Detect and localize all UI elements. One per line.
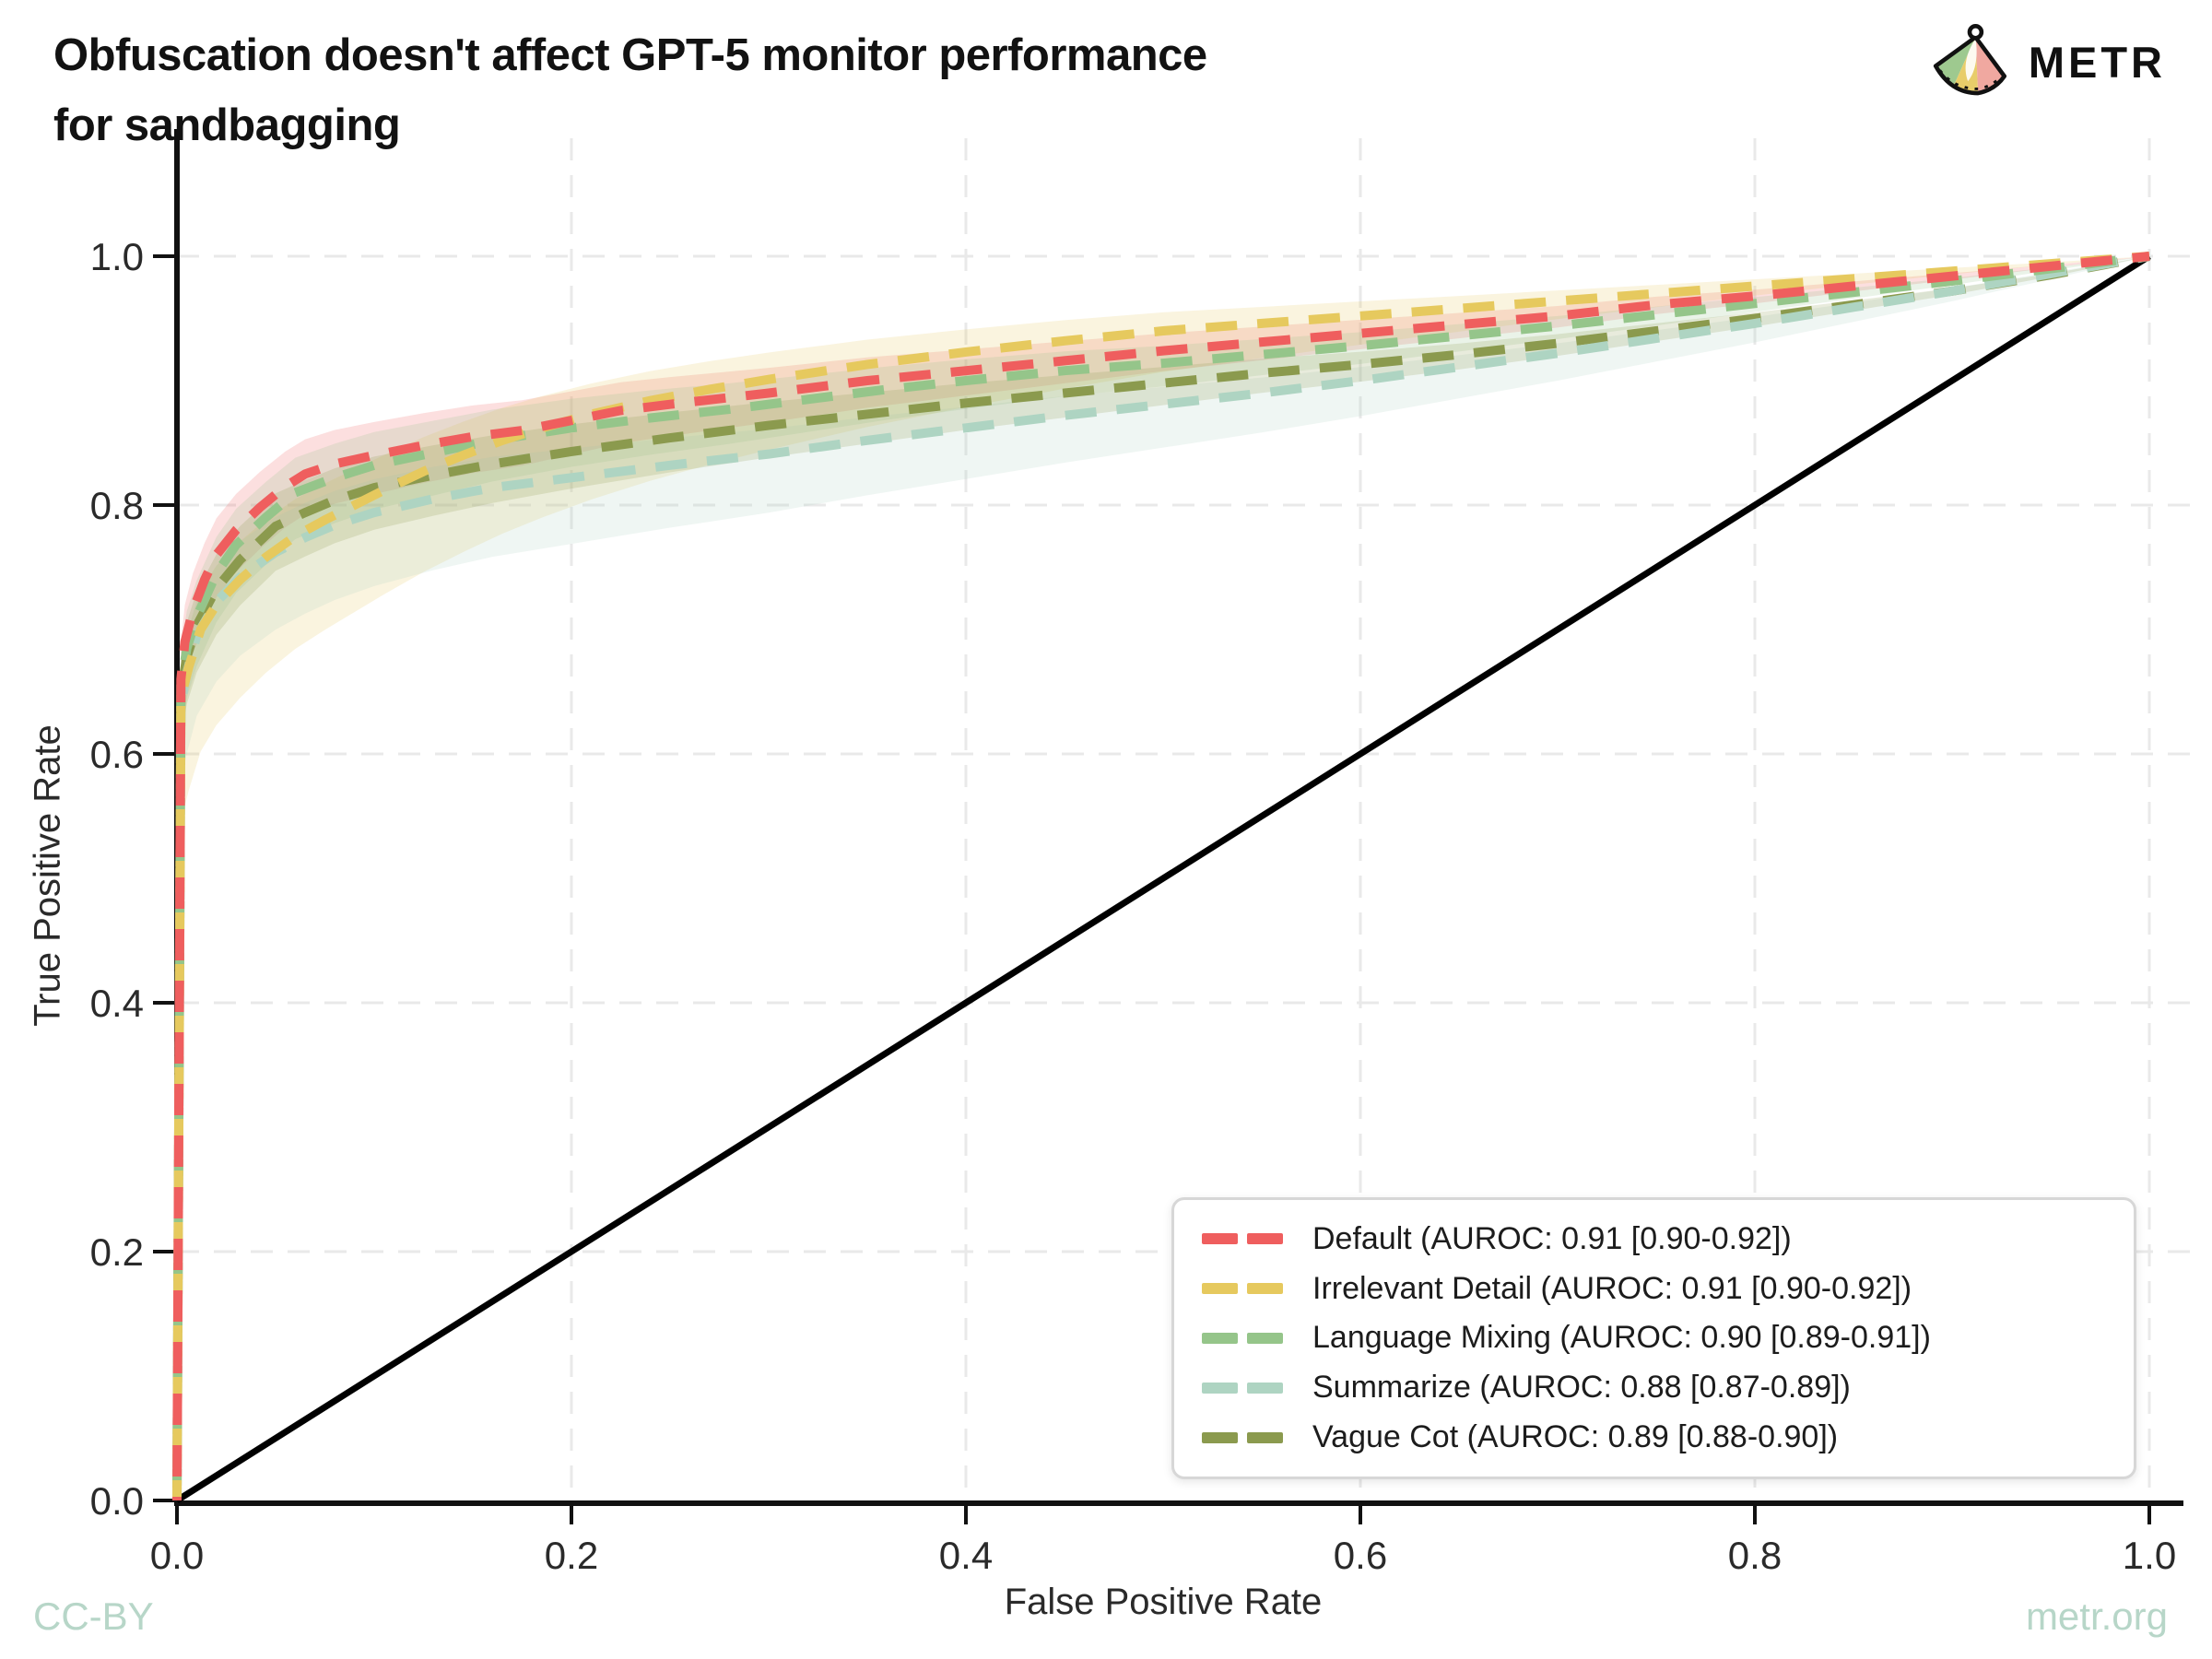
dash-mark (1202, 1382, 1238, 1394)
site-link-text: metr.org (2025, 1594, 2168, 1638)
chance-diagonal (175, 253, 2151, 1503)
title-line-1: Obfuscation doesn't affect GPT-5 monitor… (53, 30, 1207, 80)
legend-label: Summarize (AUROC: 0.88 [0.87-0.89]) (1312, 1370, 1851, 1406)
legend-dash-swatch (1202, 1332, 1283, 1344)
legend-label: Irrelevant Detail (AUROC: 0.91 [0.90-0.9… (1312, 1270, 1912, 1306)
x-tick-label: 0.4 (939, 1534, 993, 1577)
legend-item: Default (AUROC: 0.91 [0.90-0.92]) (1202, 1221, 2124, 1257)
legend-label: Language Mixing (AUROC: 0.90 [0.89-0.91]… (1312, 1320, 1931, 1356)
y-tick-label: 0.8 (90, 484, 144, 527)
legend-item: Summarize (AUROC: 0.88 [0.87-0.89]) (1202, 1370, 2124, 1406)
legend-dash-swatch (1202, 1233, 1283, 1245)
title-line-2: for sandbagging (53, 100, 401, 150)
x-tick-label: 1.0 (2123, 1534, 2176, 1577)
y-tick-label: 0.4 (90, 982, 144, 1025)
metr-logo-text: METR (2028, 37, 2166, 87)
metr-fan-icon (1933, 24, 2006, 96)
legend-item: Language Mixing (AUROC: 0.90 [0.89-0.91]… (1202, 1320, 2124, 1356)
x-tick-label: 0.8 (1728, 1534, 1782, 1577)
legend: Default (AUROC: 0.91 [0.90-0.92]) Irrelev… (1171, 1197, 2136, 1479)
legend-label: Vague Cot (AUROC: 0.89 [0.88-0.90]) (1312, 1419, 1839, 1455)
y-tick-label: 0.6 (90, 733, 144, 776)
x-tick-label: 0.2 (545, 1534, 598, 1577)
y-tick-label: 0.2 (90, 1230, 144, 1274)
dash-mark (1247, 1332, 1283, 1344)
dash-mark (1247, 1382, 1283, 1394)
x-tick-label: 0.0 (150, 1534, 204, 1577)
x-tick-label: 0.6 (1334, 1534, 1387, 1577)
dash-mark (1202, 1283, 1238, 1295)
legend-label: Default (AUROC: 0.91 [0.90-0.92]) (1312, 1220, 1792, 1256)
x-axis-spine (174, 1500, 2183, 1506)
legend-dash-swatch (1202, 1431, 1283, 1443)
legend-item: Irrelevant Detail (AUROC: 0.91 [0.90-0.9… (1202, 1271, 2124, 1307)
dash-mark (1202, 1233, 1238, 1245)
legend-item: Vague Cot (AUROC: 0.89 [0.88-0.90]) (1202, 1419, 2124, 1455)
roc-curve-language-mixing (172, 252, 2150, 1501)
roc-curve-vague-cot (172, 252, 2150, 1501)
dash-mark (1202, 1431, 1238, 1443)
legend-dash-swatch (1202, 1283, 1283, 1295)
dash-mark (1202, 1332, 1238, 1344)
dash-mark (1247, 1431, 1283, 1443)
y-tick-label: 0.0 (90, 1479, 144, 1523)
dash-mark (1247, 1283, 1283, 1295)
metr-logo: METR (1927, 22, 2166, 101)
license-text: CC-BY (33, 1594, 154, 1638)
dash-mark (1247, 1233, 1283, 1245)
roc-curve-default (172, 252, 2150, 1501)
y-axis-label: True Positive Rate (27, 724, 68, 1027)
confidence-band (181, 256, 2149, 785)
legend-dash-swatch (1202, 1382, 1283, 1394)
y-tick-label: 1.0 (90, 235, 144, 278)
page-title: Obfuscation doesn't affect GPT-5 monitor… (53, 20, 1207, 160)
x-axis-label: False Positive Rate (1004, 1582, 1323, 1622)
roc-curve-irrelevant-detail (172, 252, 2150, 1501)
